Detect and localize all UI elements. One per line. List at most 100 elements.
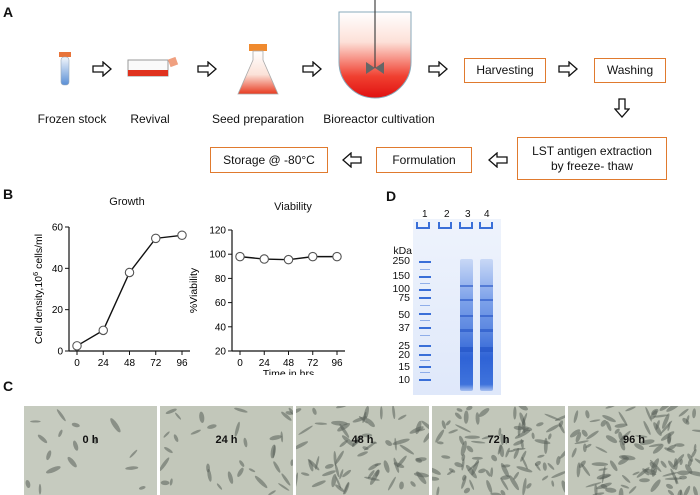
cell	[268, 490, 276, 495]
cell	[513, 471, 520, 480]
step-revival: Revival	[130, 112, 170, 126]
cell	[639, 478, 650, 483]
cell	[206, 463, 210, 473]
cell	[586, 430, 599, 440]
cell	[520, 426, 533, 432]
cell	[678, 408, 689, 417]
cell	[517, 422, 521, 437]
cell	[512, 447, 526, 451]
arrow-down-icon	[614, 98, 630, 118]
cell	[125, 466, 139, 470]
cell	[653, 422, 662, 436]
y-tick-label: 60	[215, 298, 227, 309]
cell	[585, 482, 602, 488]
panel-label-b: B	[3, 186, 14, 202]
step-bioreactor-cultivation: Bioreactor cultivation	[323, 112, 435, 126]
frozen-stock-vial-icon	[59, 52, 71, 86]
marker-label: 150	[392, 270, 410, 282]
cell	[670, 468, 679, 485]
cell	[509, 475, 520, 491]
cell	[471, 456, 483, 460]
cell	[643, 420, 651, 435]
cell	[461, 475, 467, 489]
cell	[470, 440, 486, 444]
micrograph-label: 0 h	[82, 434, 99, 446]
gel-image	[413, 219, 501, 395]
cell	[234, 407, 248, 413]
cell	[281, 473, 291, 486]
cell	[278, 483, 290, 491]
cell	[526, 483, 532, 489]
extraction-box: LST antigen extraction by freeze- thaw	[517, 137, 667, 180]
extraction-line-2: by freeze- thaw	[550, 158, 634, 173]
cell	[357, 451, 368, 457]
cell	[490, 467, 494, 478]
harvesting-box: Harvesting	[464, 58, 546, 83]
cell	[581, 429, 588, 437]
cell	[673, 454, 685, 468]
y-tick-label: 80	[215, 274, 227, 285]
series-line	[76, 234, 183, 347]
formulation-box: Formulation	[376, 147, 472, 173]
cell	[92, 437, 98, 444]
cell	[324, 463, 334, 469]
cell	[614, 423, 628, 428]
cell	[399, 481, 404, 490]
cell	[207, 424, 217, 429]
cell	[677, 470, 690, 476]
cell	[239, 460, 245, 467]
data-point	[259, 254, 270, 264]
marker-label: 37	[398, 322, 410, 334]
cell	[423, 431, 429, 443]
cell	[322, 470, 336, 477]
cell	[337, 423, 351, 432]
data-point	[235, 251, 245, 262]
cell	[269, 435, 282, 441]
cell	[461, 458, 465, 471]
step-frozen-stock: Frozen stock	[37, 112, 107, 126]
cell	[504, 435, 508, 445]
cell	[56, 409, 66, 422]
cell	[397, 414, 407, 420]
cell	[585, 443, 592, 448]
x-tick-label: 24	[98, 358, 110, 369]
cell	[522, 477, 527, 495]
cell	[445, 420, 451, 426]
cell	[505, 447, 510, 458]
cell	[596, 473, 611, 480]
micrograph-background	[568, 406, 700, 495]
data-point	[332, 251, 342, 262]
data-point	[177, 230, 187, 241]
storage-box: Storage @ -80°C	[210, 147, 328, 173]
cell	[534, 463, 541, 471]
cell	[536, 422, 544, 427]
cell	[649, 462, 655, 469]
growth-chart-title: Growth	[109, 196, 145, 208]
cell	[595, 446, 608, 453]
cell	[339, 440, 348, 448]
cell	[668, 460, 675, 470]
cell	[375, 469, 380, 477]
cell	[469, 479, 475, 490]
cell	[609, 460, 618, 472]
bioreactor-icon	[338, 0, 412, 99]
micrograph-24h: 24 h	[160, 406, 293, 495]
panel-label-c: C	[3, 378, 14, 394]
cell	[160, 480, 170, 486]
cell	[296, 408, 302, 414]
cell	[448, 468, 456, 473]
micrograph-label: 96 h	[622, 434, 645, 446]
cell	[551, 470, 565, 479]
cell	[692, 408, 697, 419]
viability-chart: 20 40 60 80 100 120 0 24 48 72 96 %Viability Time in…	[188, 226, 345, 375]
cell	[456, 408, 463, 412]
cell	[513, 448, 520, 459]
cell	[234, 421, 240, 437]
cell	[666, 483, 674, 489]
cell	[455, 424, 471, 433]
arrow-right-icon	[428, 61, 448, 77]
cell	[561, 480, 565, 495]
cell	[46, 450, 52, 461]
cell	[72, 440, 79, 451]
cell	[685, 464, 693, 474]
